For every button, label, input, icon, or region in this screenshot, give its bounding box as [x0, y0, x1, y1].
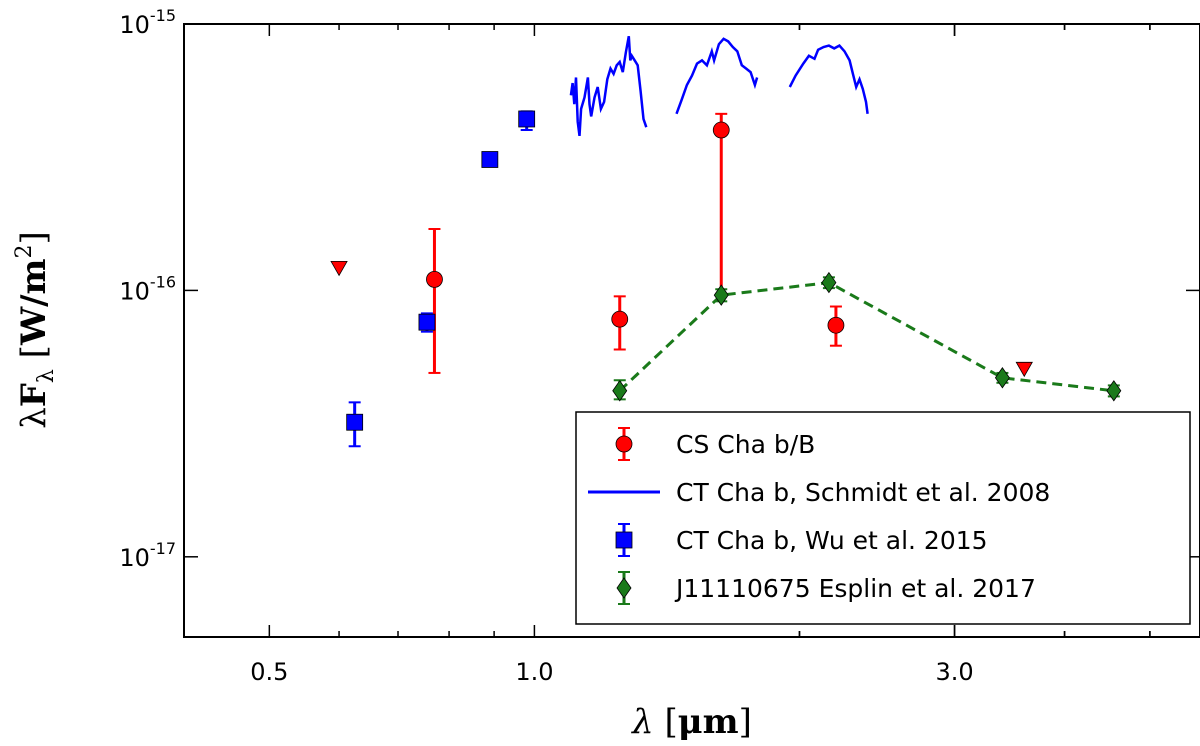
x-tick-label-0: 0.5: [250, 658, 288, 686]
y-tick-base: 10: [119, 11, 150, 39]
y-axis-flux: F: [14, 383, 54, 407]
y-tick-exponent: -15: [150, 6, 176, 25]
y-tick-label-0: 10-17: [119, 539, 176, 572]
legend-marker-diamond: [616, 577, 632, 599]
legend-box: [575, 411, 1191, 625]
y-tick-exponent: -17: [150, 539, 176, 558]
axis-ticks: [183, 23, 1200, 637]
dashed-connector: [618, 281, 1114, 393]
y-tick-label-2: 10-15: [119, 6, 176, 39]
data-point-circle: [712, 121, 730, 139]
upper-limit-triangle: [1015, 361, 1033, 378]
axes-frame: [183, 23, 1200, 638]
data-point-diamond: [713, 284, 729, 306]
data-point-circle: [611, 310, 629, 328]
legend: CS Cha b/B CT Cha b, Schmidt et al. 2008…: [575, 411, 1191, 625]
y-axis-close-bracket: ]: [14, 231, 54, 244]
data-point-diamond: [994, 367, 1010, 389]
data-point-square: [346, 413, 364, 431]
x-axis-lambda: λ: [630, 702, 654, 742]
legend-marker-circle: [615, 435, 633, 453]
y-tick-exponent: -16: [150, 272, 176, 291]
x-tick-label-2: 3.0: [935, 658, 973, 686]
legend-label-0: CS Cha b/B: [676, 430, 815, 459]
y-axis-power: 2: [12, 244, 37, 258]
legend-entry-schmidt: CT Cha b, Schmidt et al. 2008: [588, 478, 1050, 507]
x-axis-open-bracket: [: [654, 702, 678, 742]
series-3: [612, 271, 1122, 402]
legend-entry-cs-cha: CS Cha b/B: [615, 427, 815, 461]
y-axis-subscript: λ: [34, 369, 59, 383]
plot-frame: [183, 23, 1200, 638]
series-0: [330, 112, 1033, 378]
y-tick-base: 10: [119, 277, 150, 305]
legend-marker-square: [615, 531, 633, 549]
data-point-circle: [827, 316, 845, 334]
series-1: [569, 35, 869, 137]
legend-label-2: CT Cha b, Wu et al. 2015: [676, 526, 988, 555]
x-axis-close-bracket: ]: [739, 702, 752, 742]
y-tick-base: 10: [119, 544, 150, 572]
y-axis-unit: W/m: [14, 258, 54, 346]
data-point-square: [418, 313, 436, 331]
data-point-diamond: [612, 380, 628, 402]
y-axis-label: λFλ [W/m2]: [12, 231, 59, 429]
data-point-square: [481, 151, 499, 168]
x-tick-label-1: 1.0: [515, 658, 553, 686]
y-tick-label-1: 10-16: [119, 272, 176, 305]
upper-limit-triangle: [330, 260, 348, 277]
data-point-diamond: [1106, 380, 1122, 402]
data-point-square: [518, 110, 536, 128]
spectrum-line: [788, 44, 869, 114]
y-axis-lambda: λ: [14, 407, 54, 429]
y-axis-open-bracket: [: [14, 345, 54, 369]
data-point-diamond: [821, 271, 837, 294]
series-2: [346, 110, 536, 448]
legend-label-1: CT Cha b, Schmidt et al. 2008: [676, 478, 1050, 507]
x-axis-unit: μm: [678, 702, 739, 742]
data-layer: [330, 35, 1122, 448]
spectrum-line: [675, 37, 759, 115]
x-axis-label: λ [μm]: [630, 702, 752, 742]
data-point-circle: [426, 270, 443, 288]
spectrum-line: [569, 35, 648, 137]
legend-label-3: J11110675 Esplin et al. 2017: [674, 574, 1036, 603]
legend-entry-wu: CT Cha b, Wu et al. 2015: [615, 523, 988, 557]
legend-entry-esplin: J11110675 Esplin et al. 2017: [616, 571, 1036, 605]
